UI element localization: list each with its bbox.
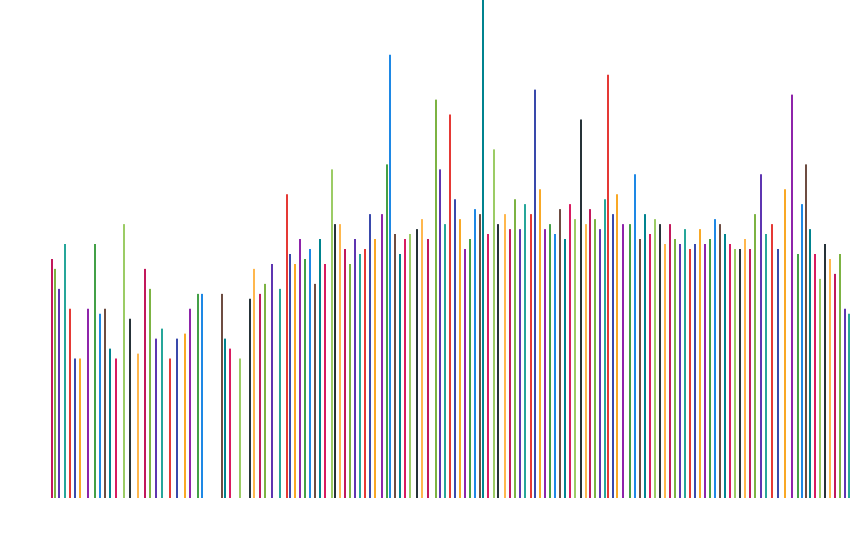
chart bbox=[51, 0, 850, 498]
